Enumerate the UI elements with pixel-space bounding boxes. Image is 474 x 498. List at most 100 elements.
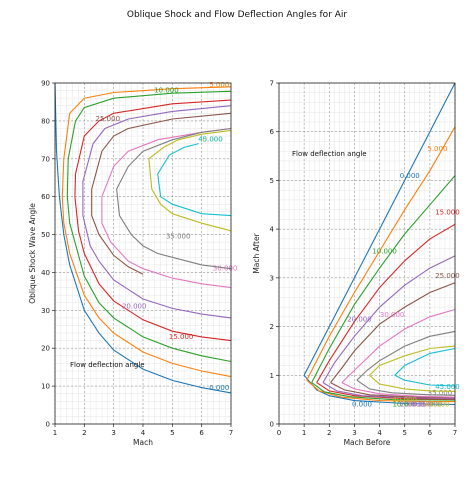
contour-label: 0.000 — [209, 384, 229, 392]
right-axes: 0 1 2 3 4 5 6 7 0 1 2 3 4 5 6 7 0.000 5.000 10.000 15.000 20… — [252, 80, 460, 448]
y-tick-label: 70 — [41, 155, 50, 163]
series-line-upper-25.000 — [91, 112, 232, 190]
y-tick-label: 3 — [270, 274, 274, 282]
series-line-upper-35.000 — [116, 127, 232, 190]
contour-label: 45.000 — [198, 136, 223, 144]
series-line-lower-35.000 — [356, 379, 456, 396]
left-axes: 1 2 3 4 5 6 701020304050607080900.0005.00010.0… — [28, 80, 237, 448]
series-line-lower-30.000 — [341, 382, 456, 398]
series-line-lower-45.000 — [394, 374, 456, 387]
bottom-contour-label: 0.000 — [352, 401, 372, 409]
contour-label: 35.000 — [166, 232, 191, 240]
series-line-lower-25.000 — [330, 382, 456, 399]
y-axis-label: Mach After — [252, 232, 261, 273]
flow-deflection-annotation: Flow deflection angle — [292, 150, 367, 158]
y-tick-label: 0 — [46, 421, 50, 429]
contour-label: 5.000 — [427, 145, 447, 153]
contour-label: 25.000 — [96, 115, 121, 123]
contour-label: 30.000 — [213, 265, 238, 273]
series-line-upper-20.000 — [82, 105, 232, 182]
contour-label: 15.000 — [169, 333, 194, 341]
series-line-35.000 — [356, 330, 456, 381]
x-tick-label: 7 — [229, 429, 233, 437]
series-line-10.000 — [311, 175, 456, 383]
series-line-0.000 — [54, 82, 232, 394]
series-line-35.000 — [116, 189, 232, 270]
series-line-40.000 — [148, 158, 232, 232]
bottom-contour-label: 40.000 — [425, 401, 450, 409]
series-line-30.000 — [341, 308, 456, 383]
series-line-20.000 — [82, 181, 232, 319]
series-line-45.000 — [394, 347, 456, 376]
y-tick-label: 4 — [270, 226, 275, 234]
y-axis-label: Oblique Shock Wave Angle — [28, 203, 37, 304]
axes-frame — [278, 82, 456, 425]
flow-deflection-annotation: Flow deflection angle — [70, 361, 145, 369]
series-line-15.000 — [316, 223, 456, 383]
contour-label: 30.000 — [380, 311, 405, 319]
x-axis-label: Mach — [133, 438, 153, 447]
series-line-40.000 — [369, 345, 456, 376]
x-tick-label: 6 — [199, 429, 204, 437]
x-tick-label: 4 — [141, 429, 146, 437]
x-tick-label: 5 — [170, 429, 174, 437]
y-tick-label: 1 — [270, 372, 274, 380]
series-line-lower-5.000 — [306, 379, 455, 403]
series-line-25.000 — [330, 282, 456, 383]
y-tick-label: 7 — [270, 80, 274, 88]
y-tick-label: 60 — [41, 193, 50, 201]
series-line-lower-10.000 — [311, 382, 456, 401]
y-tick-label: 6 — [270, 128, 275, 136]
x-tick-label: 0 — [277, 429, 281, 437]
bottom-contour-label: 10.000 — [392, 401, 417, 409]
x-tick-label: 3 — [352, 429, 356, 437]
series-line-lower-40.000 — [369, 374, 456, 392]
bottom-contour-label: 35.000 — [418, 401, 443, 409]
y-tick-label: 20 — [41, 345, 50, 353]
y-tick-label: 40 — [41, 269, 50, 277]
series-line-lower-15.000 — [316, 382, 456, 400]
contour-label: 45.000 — [435, 383, 460, 391]
x-tick-label: 1 — [53, 429, 57, 437]
contour-label: 20.000 — [347, 316, 372, 324]
figure-title: Oblique Shock and Flow Deflection Angles… — [127, 10, 348, 20]
contour-label: 0.000 — [400, 172, 420, 180]
series-line-upper-5.000 — [63, 86, 232, 159]
contour-label: 15.000 — [435, 209, 460, 217]
series-line-10.000 — [66, 158, 232, 363]
contour-label: 35.000 — [428, 389, 453, 397]
contour-label: 5.000 — [209, 81, 229, 89]
bottom-contour-label: 20.000 — [400, 401, 425, 409]
y-tick-label: 90 — [41, 80, 50, 88]
contour-label: 40.000 — [392, 396, 417, 404]
x-tick-label: 2 — [82, 429, 86, 437]
x-tick-label: 1 — [302, 429, 306, 437]
series-line-20.000 — [322, 255, 456, 383]
series-line-upper-45.000 — [157, 143, 199, 175]
y-tick-label: 50 — [41, 231, 50, 239]
x-tick-label: 7 — [453, 429, 457, 437]
y-tick-label: 5 — [270, 177, 274, 185]
x-tick-label: 5 — [402, 429, 406, 437]
series-line-0.000 — [303, 82, 456, 376]
series-line-5.000 — [306, 126, 456, 381]
contour-label: 10.000 — [372, 248, 397, 256]
axes-frame — [54, 82, 232, 425]
series-line-lower-20.000 — [322, 382, 456, 400]
contour-label: 20.000 — [122, 302, 147, 310]
x-tick-label: 4 — [377, 429, 382, 437]
series-line-upper-15.000 — [74, 99, 232, 175]
series-line-15.000 — [74, 173, 232, 342]
y-tick-label: 10 — [41, 383, 50, 391]
x-tick-label: 6 — [428, 429, 433, 437]
y-tick-label: 80 — [41, 117, 50, 125]
series-line-upper-10.000 — [67, 90, 232, 159]
x-tick-label: 2 — [327, 429, 331, 437]
contour-label: 40.000 — [198, 136, 223, 144]
contour-label: 25.000 — [435, 272, 460, 280]
series-line-5.000 — [61, 158, 232, 378]
y-tick-label: 0 — [270, 421, 274, 429]
y-tick-label: 30 — [41, 307, 50, 315]
y-tick-label: 2 — [270, 323, 274, 331]
